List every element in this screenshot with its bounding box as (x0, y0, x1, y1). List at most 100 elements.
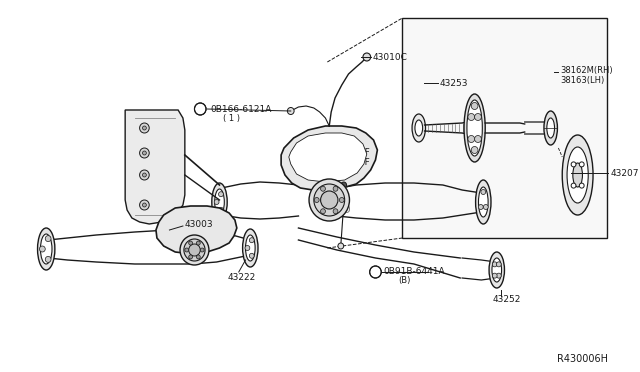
Circle shape (579, 162, 584, 167)
Ellipse shape (415, 120, 422, 136)
Circle shape (189, 255, 193, 259)
Text: D: D (343, 205, 350, 215)
Ellipse shape (573, 163, 582, 187)
Circle shape (245, 246, 250, 250)
Circle shape (483, 205, 488, 209)
Ellipse shape (321, 191, 338, 209)
Circle shape (218, 207, 223, 212)
Polygon shape (289, 133, 367, 182)
Circle shape (478, 205, 483, 209)
Circle shape (196, 255, 200, 259)
Circle shape (250, 253, 254, 258)
Text: 43010C: 43010C (372, 52, 408, 61)
Circle shape (196, 241, 200, 245)
Ellipse shape (412, 114, 426, 142)
Circle shape (341, 182, 347, 188)
Text: N: N (372, 267, 379, 276)
Ellipse shape (489, 252, 504, 288)
Circle shape (195, 103, 206, 115)
Ellipse shape (214, 189, 224, 215)
Polygon shape (125, 110, 185, 224)
Text: 0B166-6121A: 0B166-6121A (210, 105, 271, 113)
Circle shape (471, 147, 478, 154)
Ellipse shape (189, 244, 200, 256)
Circle shape (143, 151, 147, 155)
Circle shape (218, 192, 223, 197)
Circle shape (471, 103, 478, 109)
Circle shape (143, 126, 147, 130)
Circle shape (143, 203, 147, 207)
Circle shape (492, 262, 497, 267)
Circle shape (497, 273, 501, 278)
Ellipse shape (314, 184, 345, 216)
Ellipse shape (479, 187, 488, 217)
Circle shape (475, 135, 481, 142)
Text: 43050F: 43050F (337, 148, 371, 157)
Circle shape (468, 113, 475, 121)
Circle shape (333, 186, 338, 191)
Circle shape (200, 248, 204, 252)
Circle shape (492, 273, 497, 278)
Circle shape (338, 243, 344, 249)
Text: D: D (302, 163, 310, 173)
Circle shape (140, 123, 149, 133)
Ellipse shape (38, 228, 55, 270)
Circle shape (333, 209, 338, 214)
Bar (403, 18, 607, 238)
Circle shape (140, 170, 149, 180)
Ellipse shape (180, 235, 209, 265)
Circle shape (363, 53, 371, 61)
Text: 38162M(RH): 38162M(RH) (560, 65, 613, 74)
Text: 43252: 43252 (493, 295, 522, 305)
Ellipse shape (567, 147, 588, 203)
Polygon shape (156, 206, 237, 254)
Ellipse shape (246, 235, 255, 261)
Text: 43003: 43003 (185, 219, 214, 228)
Ellipse shape (184, 239, 205, 261)
Ellipse shape (212, 183, 227, 221)
Circle shape (143, 173, 147, 177)
Circle shape (321, 209, 325, 214)
Text: R430006H: R430006H (557, 354, 609, 364)
Ellipse shape (547, 118, 554, 138)
Circle shape (370, 266, 381, 278)
Text: 38163(LH): 38163(LH) (560, 76, 605, 84)
Circle shape (250, 238, 254, 243)
Circle shape (140, 200, 149, 210)
Circle shape (214, 199, 219, 205)
Circle shape (287, 108, 294, 115)
Circle shape (339, 198, 344, 202)
Ellipse shape (492, 258, 502, 282)
Ellipse shape (40, 234, 52, 264)
Circle shape (481, 189, 486, 195)
Ellipse shape (309, 179, 349, 221)
Circle shape (579, 183, 584, 188)
Ellipse shape (476, 180, 491, 224)
Circle shape (571, 183, 576, 188)
Text: (B): (B) (399, 276, 411, 285)
Text: ( 1 ): ( 1 ) (223, 113, 241, 122)
Text: S: S (198, 105, 203, 113)
Circle shape (314, 198, 319, 202)
Ellipse shape (544, 111, 557, 145)
Ellipse shape (562, 135, 593, 215)
Text: 43010F: 43010F (337, 157, 371, 167)
Text: 43207: 43207 (611, 169, 639, 177)
Circle shape (45, 256, 51, 262)
Ellipse shape (467, 100, 483, 156)
Circle shape (45, 235, 51, 241)
Circle shape (475, 113, 481, 121)
Ellipse shape (464, 94, 485, 162)
Circle shape (468, 135, 475, 142)
Circle shape (189, 241, 193, 245)
Text: 0B91B-6441A: 0B91B-6441A (383, 267, 445, 276)
Ellipse shape (243, 229, 258, 267)
Circle shape (571, 162, 576, 167)
Circle shape (40, 246, 45, 252)
Text: 43222: 43222 (227, 273, 255, 282)
Polygon shape (281, 126, 378, 190)
Circle shape (497, 262, 501, 267)
Circle shape (140, 148, 149, 158)
Circle shape (321, 186, 325, 191)
Text: 43253: 43253 (440, 78, 468, 87)
